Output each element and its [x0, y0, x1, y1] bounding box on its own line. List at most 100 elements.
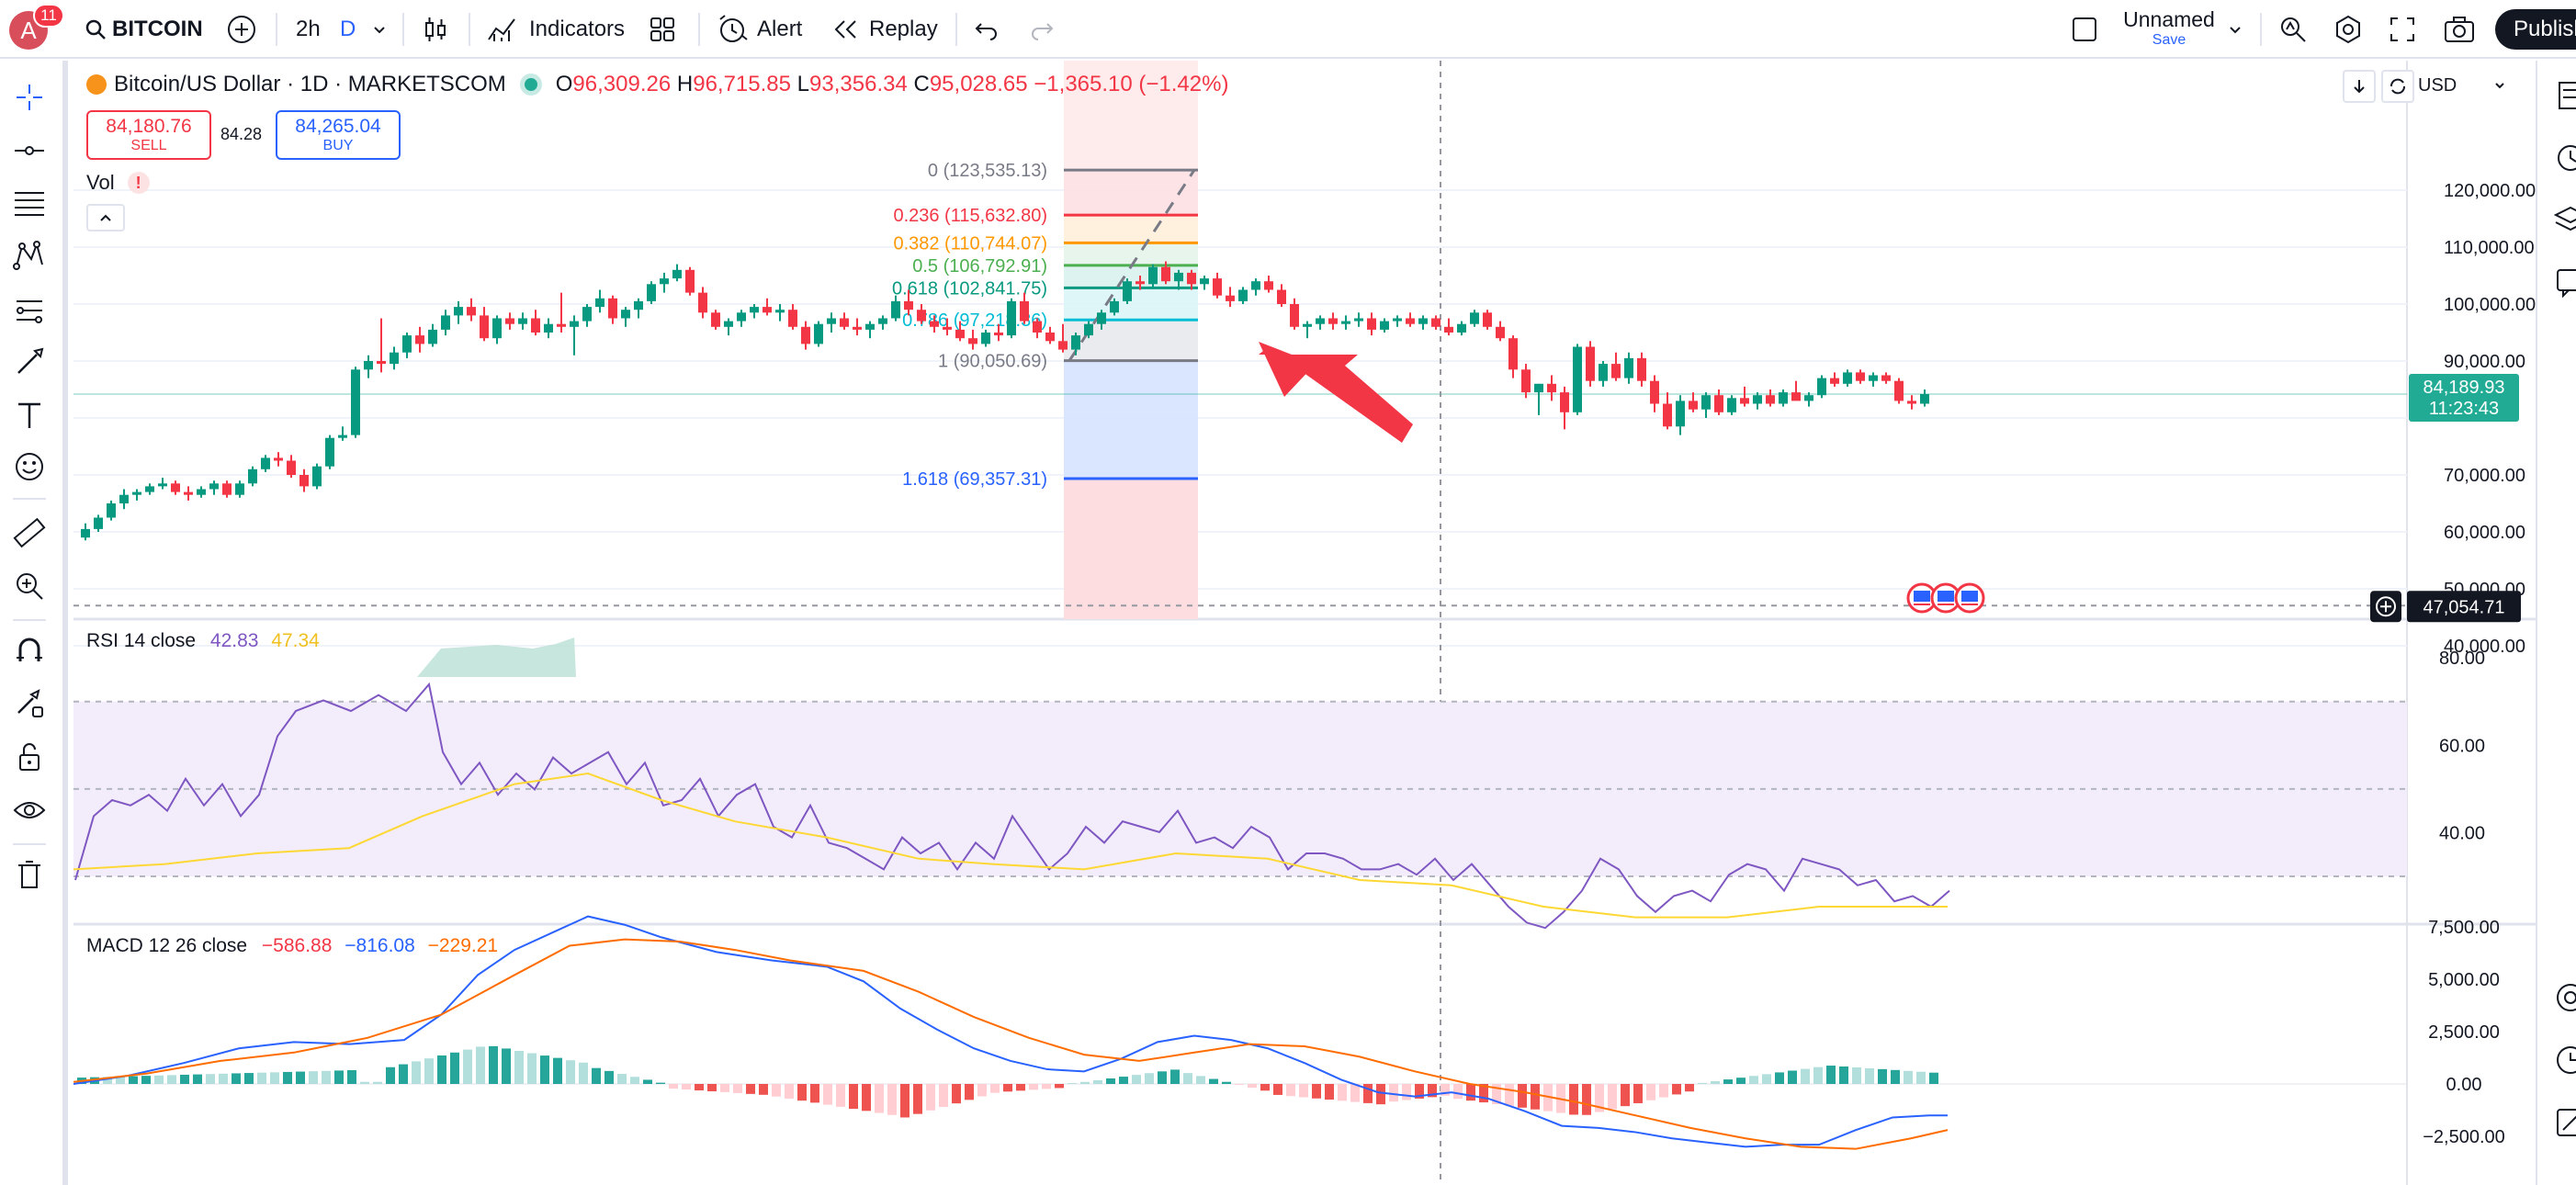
- templates-button[interactable]: [649, 0, 676, 59]
- macd-histogram-bar: [1350, 1084, 1360, 1102]
- divider: [698, 13, 700, 46]
- macd-histogram-bar: [154, 1075, 164, 1084]
- macd-tick-label: 5,000.00: [2428, 970, 2500, 990]
- candle-body: [1406, 318, 1415, 324]
- indicators-button[interactable]: Indicators: [487, 0, 625, 59]
- chat-icon[interactable]: [2554, 266, 2576, 299]
- interval-button[interactable]: 2h: [296, 17, 321, 41]
- settings-button[interactable]: [2333, 0, 2363, 59]
- buy-button[interactable]: 84,265.04 BUY: [276, 110, 401, 160]
- symbol-title[interactable]: Bitcoin/US Dollar · 1D · MARKETSCOM: [114, 72, 506, 96]
- zoom-tool[interactable]: [13, 570, 46, 603]
- chevron-up-icon: [100, 214, 111, 221]
- macd-histogram-bar: [1003, 1084, 1012, 1092]
- macd-histogram-bar: [1415, 1084, 1424, 1099]
- macd-histogram-bar: [1775, 1072, 1784, 1084]
- candle-body: [1508, 338, 1518, 370]
- alert-button[interactable]: Alert: [717, 0, 802, 59]
- fib-tool[interactable]: [13, 186, 46, 219]
- sell-button[interactable]: 84,180.76 SELL: [86, 110, 211, 160]
- currency-select[interactable]: USD: [2407, 68, 2521, 103]
- candle-body: [1341, 321, 1350, 324]
- help-icon[interactable]: [2554, 1106, 2576, 1139]
- text-tool[interactable]: [13, 399, 46, 432]
- candle-body: [274, 457, 283, 461]
- undo-button[interactable]: [974, 0, 1000, 59]
- high-value: 96,715.85: [693, 72, 791, 96]
- candle-body: [943, 326, 952, 330]
- candle-body: [891, 300, 900, 319]
- publish-button[interactable]: Publish: [2495, 9, 2576, 50]
- low-label: L: [797, 72, 810, 96]
- brush-tool[interactable]: [13, 345, 46, 378]
- collapse-legend-button[interactable]: [86, 204, 125, 231]
- layout-name[interactable]: Unnamed Save: [2118, 7, 2220, 49]
- pattern-tool[interactable]: [13, 239, 46, 272]
- macd-histogram-bar: [1158, 1071, 1167, 1084]
- compare-button[interactable]: [226, 0, 257, 59]
- candle-body: [1264, 281, 1273, 290]
- macd-legend[interactable]: MACD 12 26 close −586.88 −816.08 −229.21: [86, 935, 498, 957]
- macd-histogram-bar: [990, 1084, 1000, 1093]
- redo-button[interactable]: [1029, 0, 1055, 59]
- stay-in-drawing-tool[interactable]: [13, 687, 46, 720]
- candle-body: [775, 310, 785, 313]
- lock-drawings-tool[interactable]: [13, 740, 46, 773]
- price-tick-label: 90,000.00: [2444, 352, 2525, 372]
- layout-save[interactable]: Save: [2152, 32, 2186, 48]
- magnet-tool[interactable]: [13, 634, 46, 667]
- macd-histogram-bar: [167, 1075, 176, 1084]
- clock-icon[interactable]: [2554, 1044, 2576, 1077]
- snapshot-button[interactable]: [2444, 0, 2475, 59]
- chart-canvas[interactable]: 120,000.00 110,000.00 100,000.00 90,000.00 7…: [73, 61, 2536, 1185]
- macd-histogram-bar: [540, 1055, 549, 1084]
- alerts-icon[interactable]: [2554, 141, 2576, 175]
- crosshair-tool[interactable]: [13, 81, 46, 114]
- chart-type-button[interactable]: [421, 0, 450, 59]
- fullscreen-icon: [2390, 17, 2414, 41]
- quick-search-button[interactable]: [2278, 0, 2308, 59]
- macd-histogram-bar: [322, 1070, 331, 1084]
- interval-dropdown[interactable]: [371, 0, 388, 59]
- candle-body: [711, 312, 720, 327]
- remove-drawings-tool[interactable]: [13, 858, 46, 891]
- candle-body: [1676, 401, 1685, 427]
- layout-dropdown[interactable]: [2227, 0, 2243, 59]
- candle-body: [1033, 321, 1042, 333]
- measure-tool[interactable]: [13, 516, 46, 549]
- notification-badge: 11: [33, 4, 64, 28]
- macd-histogram-bar: [219, 1073, 228, 1084]
- volume-label: Vol: [86, 171, 115, 194]
- layout-toggle[interactable]: [2071, 0, 2098, 59]
- candle-body: [1084, 323, 1093, 336]
- candle-body: [1200, 278, 1209, 285]
- text-icon: [18, 402, 40, 428]
- chart-area[interactable]: 120,000.00 110,000.00 100,000.00 90,000.00 7…: [73, 61, 2536, 1185]
- macd-histogram-bar: [193, 1074, 202, 1084]
- rsi-legend[interactable]: RSI 14 close 42.83 47.34: [86, 630, 320, 652]
- watchlist-icon[interactable]: [2554, 79, 2576, 112]
- reset-scale-button[interactable]: [2381, 70, 2414, 103]
- interval-type[interactable]: D: [340, 17, 356, 41]
- hide-drawings-tool[interactable]: [13, 794, 46, 827]
- candle-body: [1753, 395, 1762, 404]
- emoji-tool[interactable]: [13, 450, 46, 483]
- macd-histogram-bar: [1762, 1074, 1771, 1084]
- macd-histogram-bar: [437, 1055, 446, 1084]
- candle-body: [763, 307, 772, 313]
- fullscreen-button[interactable]: [2389, 0, 2416, 59]
- target-icon[interactable]: [2554, 981, 2576, 1014]
- scroll-to-latest-button[interactable]: [2343, 70, 2376, 103]
- volume-legend[interactable]: Vol !: [86, 171, 150, 195]
- layers-icon[interactable]: [2554, 204, 2576, 237]
- candle-body: [94, 517, 103, 529]
- fib-level-label: 0.236 (115,632.80): [893, 206, 1047, 226]
- trendline-tool[interactable]: [13, 134, 46, 167]
- warning-icon[interactable]: !: [127, 172, 150, 194]
- macd-histogram-bar: [733, 1084, 742, 1093]
- last-price-badge: [2409, 374, 2519, 423]
- forecast-tool[interactable]: [13, 292, 46, 325]
- candle-body: [415, 335, 424, 344]
- symbol-search[interactable]: BITCOIN: [85, 0, 203, 59]
- replay-button[interactable]: Replay: [832, 0, 938, 59]
